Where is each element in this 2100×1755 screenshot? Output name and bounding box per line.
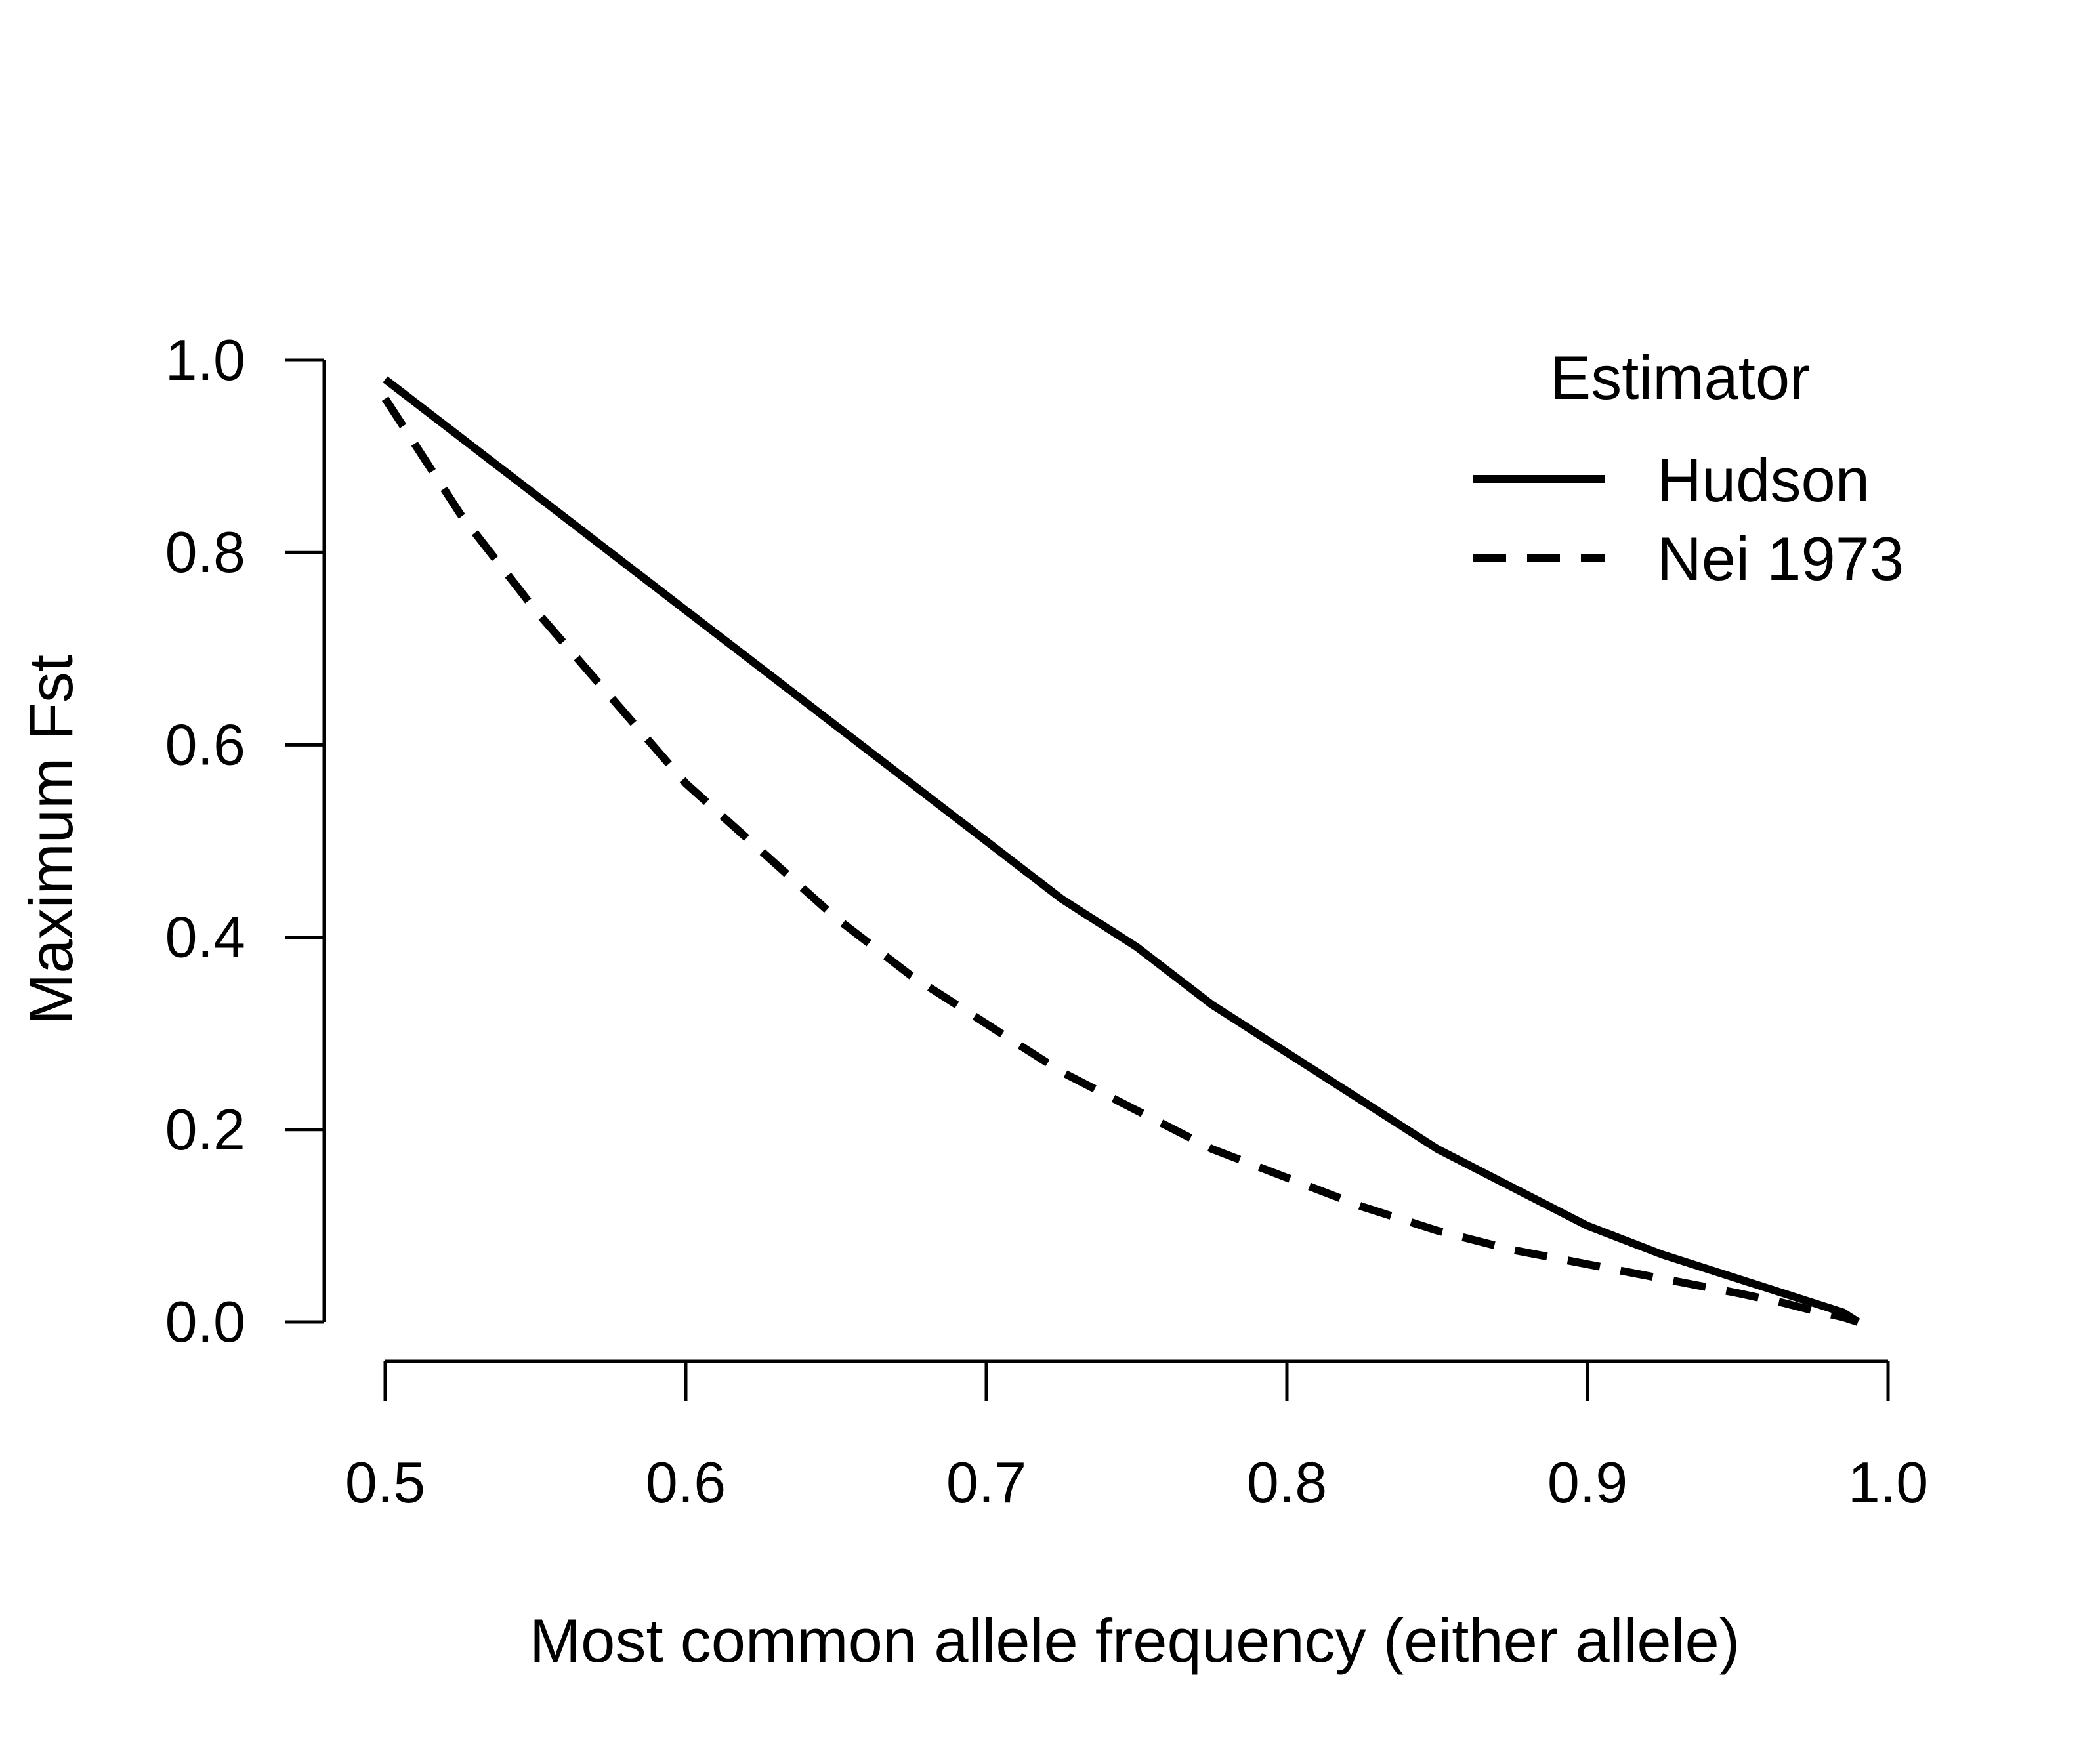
x-tick-label: 0.8 [1247, 1450, 1327, 1515]
legend-label-hudson: Hudson [1657, 445, 1870, 514]
x-tick-label: 0.6 [646, 1450, 726, 1515]
series-layer [381, 376, 1860, 1326]
y-axis-title: Maximum Fst [16, 655, 85, 1025]
y-axis: 0.0 0.2 0.4 0.6 0.8 1.0 [165, 327, 326, 1354]
x-tick-label: 0.9 [1547, 1450, 1628, 1515]
legend: Estimator Hudson Nei 1973 [1473, 343, 1904, 593]
series-line-hudson [383, 376, 1860, 1326]
y-tick-label: 0.0 [165, 1289, 245, 1354]
x-tick-label: 1.0 [1848, 1450, 1928, 1515]
y-tick-label: 1.0 [165, 327, 245, 392]
x-axis: 0.5 0.6 0.7 0.8 0.9 1.0 [345, 1359, 1928, 1515]
y-tick-label: 0.2 [165, 1097, 245, 1162]
legend-title: Estimator [1550, 343, 1811, 412]
x-tick-label: 0.5 [345, 1450, 425, 1515]
legend-label-nei-1973: Nei 1973 [1657, 524, 1904, 593]
y-tick-label: 0.6 [165, 712, 245, 777]
y-tick-label: 0.4 [165, 905, 245, 970]
x-axis-title: Most common allele frequency (either all… [530, 1606, 1740, 1675]
x-tick-label: 0.7 [946, 1450, 1026, 1515]
series-line-nei-1973 [381, 396, 1860, 1326]
y-tick-label: 0.8 [165, 520, 245, 585]
